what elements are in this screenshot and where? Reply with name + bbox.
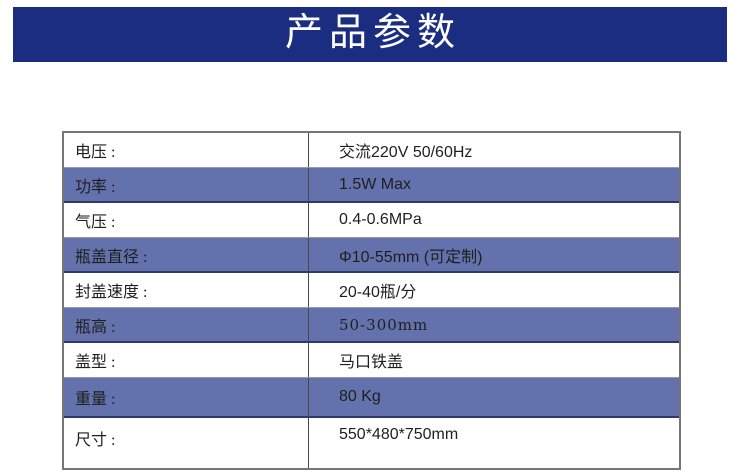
param-value: 50-300mm — [339, 315, 429, 334]
param-label: 电压 : — [64, 133, 309, 167]
param-label: 功率 : — [64, 168, 309, 201]
param-label: 尺寸 : — [64, 418, 309, 468]
parameters-table: 电压 : 交流220V 50/60Hz 功率 : 1.5W Max 气压 : 0… — [62, 131, 681, 470]
param-value: 80 Kg — [339, 388, 381, 405]
param-value: 马口铁盖 — [339, 354, 404, 371]
table-row: 盖型 : 马口铁盖 — [64, 343, 679, 378]
param-label: 重量 : — [64, 378, 309, 416]
table-row: 气压 : 0.4-0.6MPa — [64, 203, 679, 238]
title-banner: 产品参数 — [13, 7, 727, 62]
param-value: 交流220V 50/60Hz — [339, 144, 473, 161]
param-label: 盖型 : — [64, 343, 309, 377]
param-value: 550*480*750mm — [339, 426, 459, 443]
param-label: 气压 : — [64, 203, 309, 237]
param-value: 1.5W Max — [339, 175, 412, 193]
param-value: 20-40瓶/分 — [339, 284, 417, 301]
param-label: 封盖速度 : — [64, 273, 309, 307]
table-row: 重量 : 80 Kg — [64, 378, 679, 418]
table-row: 尺寸 : 550*480*750mm — [64, 418, 679, 468]
param-value: 0.4-0.6MPa — [339, 211, 422, 228]
table-row: 瓶高 : 50-300mm — [64, 308, 679, 343]
param-label: 瓶盖直径 : — [64, 238, 309, 271]
table-row: 封盖速度 : 20-40瓶/分 — [64, 273, 679, 308]
param-value: Φ10-55mm (可定制) — [339, 248, 483, 266]
table-row: 电压 : 交流220V 50/60Hz — [64, 133, 679, 168]
param-label: 瓶高 : — [64, 308, 309, 341]
table-row: 功率 : 1.5W Max — [64, 168, 679, 203]
page-title: 产品参数 — [284, 11, 461, 54]
table-row: 瓶盖直径 : Φ10-55mm (可定制) — [64, 238, 679, 273]
